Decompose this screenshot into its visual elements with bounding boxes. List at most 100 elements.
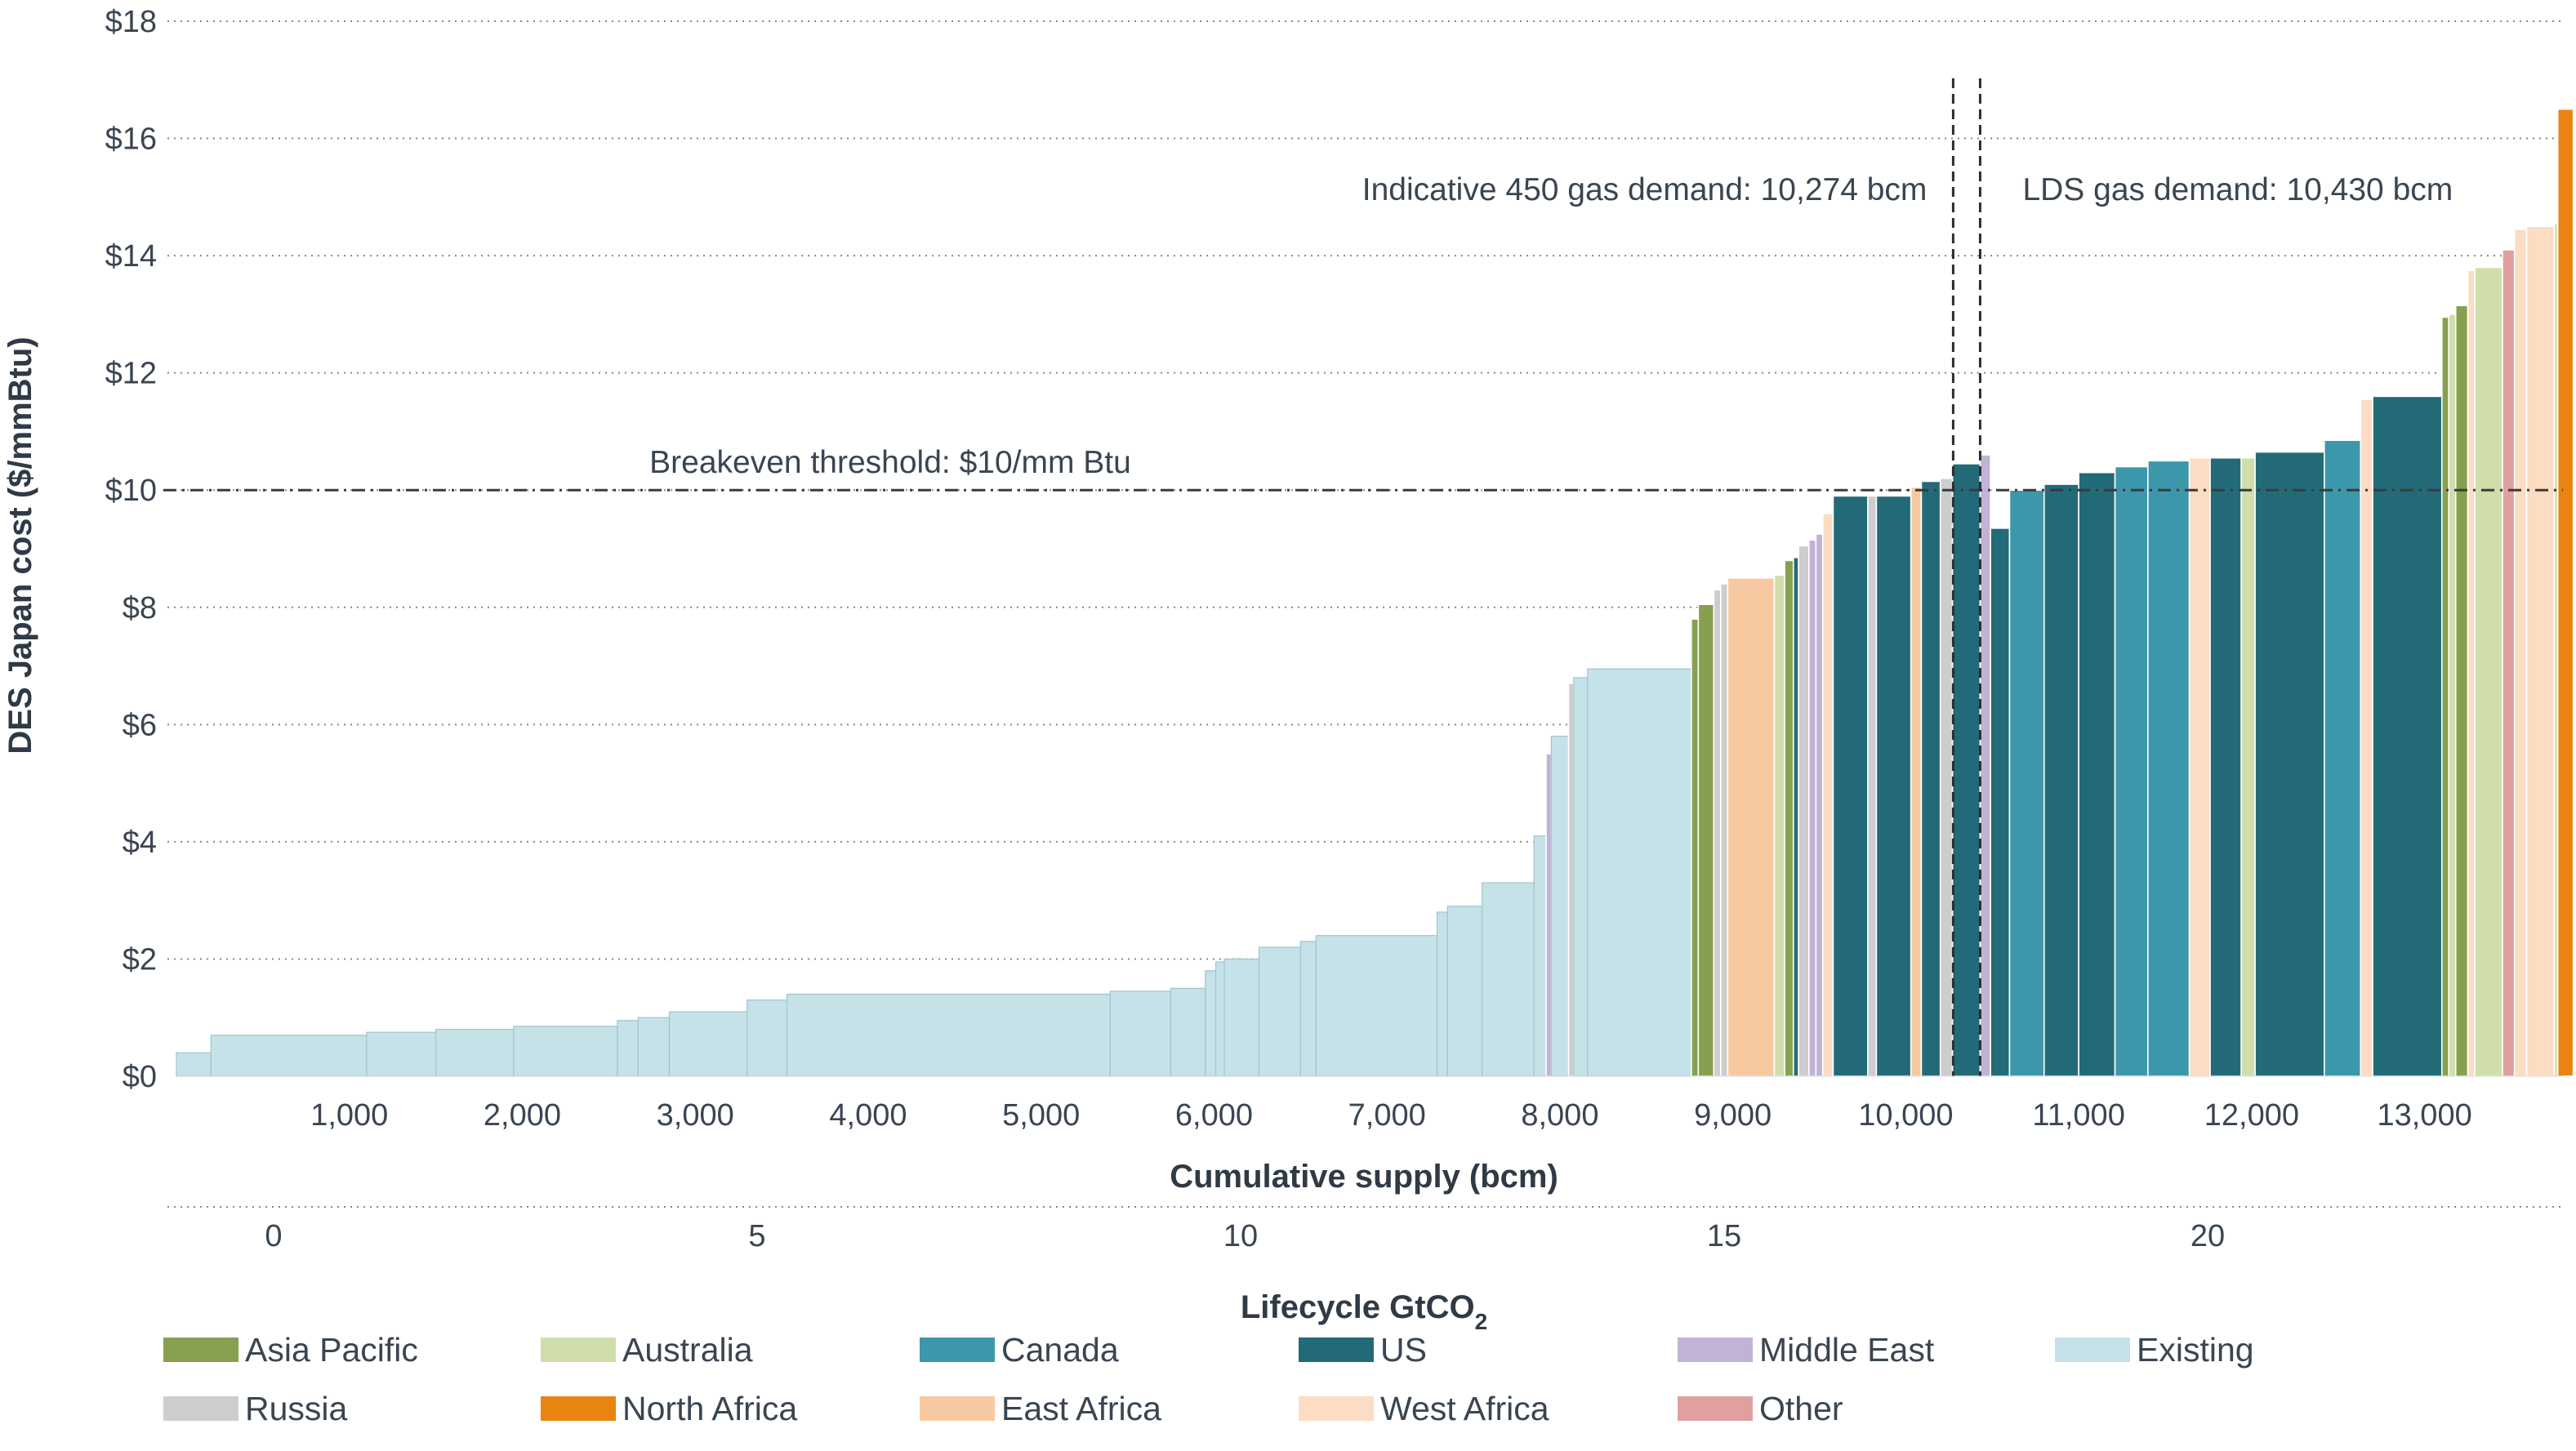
supply-bar-existing: [1482, 882, 1535, 1077]
supply-bar-existing: [1436, 911, 1448, 1077]
supply-bar-existing: [747, 999, 788, 1077]
supply-bar-existing: [1214, 961, 1225, 1077]
secondary-x-axis-title-subscript: 2: [1475, 1309, 1488, 1334]
x-tick-label: 4,000: [829, 1098, 907, 1133]
supply-bar-us: [2209, 456, 2242, 1077]
supply-bar-canada: [2008, 489, 2045, 1077]
x-tick-label: 10,000: [1858, 1098, 1953, 1133]
supply-bar-existing: [1446, 906, 1483, 1077]
y-tick-label: $8: [123, 591, 157, 625]
reference-lines: Breakeven threshold: $10/mm Btu Indicati…: [163, 78, 2563, 1076]
supply-bar-middle-east: [1979, 454, 1991, 1077]
supply-bar-existing: [366, 1031, 437, 1077]
y-tick-label: $14: [105, 239, 157, 274]
secondary-x-axis-title: Lifecycle GtCO2: [1241, 1289, 1487, 1334]
secondary-x-axis: 0 5 10 15 20: [167, 1206, 2563, 1253]
supply-bar-russia: [1939, 478, 1954, 1077]
supply-bar-west-africa: [2525, 225, 2556, 1077]
y-axis-ticks: $0 $2 $4 $6 $8 $10 $12 $14 $16 $18: [105, 5, 157, 1094]
supply-bar-existing: [1205, 970, 1217, 1077]
supply-bar-australia: [1773, 574, 1785, 1077]
supply-bar-existing: [1587, 668, 1692, 1077]
supply-bar-east-africa: [1727, 577, 1776, 1077]
supply-bar-other: [2502, 249, 2516, 1077]
supply-bar-existing: [617, 1020, 639, 1077]
supply-bar-canada: [2147, 460, 2190, 1077]
supply-bar-asia-pacific: [2454, 305, 2469, 1077]
x-tick-label: 2,000: [484, 1098, 561, 1133]
legend-label-asia-pacific: Asia Pacific: [245, 1331, 418, 1369]
x-tick-label: 12,000: [2204, 1098, 2299, 1133]
supply-bar-russia: [1713, 589, 1722, 1077]
legend-swatch-us: [1299, 1338, 1374, 1362]
legend-label-east-africa: East Africa: [1001, 1390, 1161, 1427]
legend-label-australia: Australia: [622, 1331, 753, 1369]
supply-bar-existing: [1315, 935, 1438, 1077]
legend-swatch-west-africa: [1299, 1396, 1374, 1421]
supply-bar-canada: [2114, 465, 2149, 1077]
x2-tick-label: 5: [748, 1219, 765, 1253]
supply-bar-russia: [1798, 545, 1810, 1077]
legend-label-other: Other: [1759, 1390, 1843, 1427]
breakeven-threshold-label: Breakeven threshold: $10/mm Btu: [649, 445, 1131, 480]
x-tick-label: 1,000: [310, 1098, 388, 1133]
supply-bar-us: [2043, 483, 2079, 1077]
x-tick-label: 11,000: [2032, 1098, 2124, 1133]
supply-bar-asia-pacific: [1697, 603, 1715, 1077]
supply-bar-australia: [2474, 266, 2503, 1077]
x2-tick-label: 15: [1707, 1219, 1741, 1253]
y-tick-label: $16: [105, 122, 157, 157]
x-axis-ticks: 1,000 2,000 3,000 4,000 5,000 6,000 7,000 8,000…: [176, 1075, 2563, 1133]
supply-bar-us: [2078, 471, 2116, 1077]
legend-label-existing: Existing: [2137, 1331, 2254, 1369]
supply-bar-us: [1832, 495, 1869, 1077]
supply-bar-russia: [1567, 683, 1575, 1077]
y-tick-label: $0: [123, 1060, 157, 1094]
supply-bar-canada: [2324, 439, 2362, 1077]
bars: [176, 108, 2574, 1077]
supply-bar-existing: [1109, 990, 1172, 1077]
supply-bar-west-africa: [2360, 398, 2373, 1077]
supply-bar-existing: [176, 1052, 212, 1077]
legend-label-middle-east: Middle East: [1759, 1331, 1935, 1369]
legend-swatch-russia: [163, 1396, 238, 1421]
supply-bar-existing: [435, 1028, 515, 1077]
x-tick-label: 3,000: [657, 1098, 734, 1133]
supply-bar-australia: [2240, 456, 2256, 1077]
supply-bar-existing: [1258, 946, 1301, 1077]
supply-bar-us: [1875, 495, 1912, 1077]
supply-bar-existing: [1170, 987, 1206, 1077]
x-axis-title: Cumulative supply (bcm): [1170, 1159, 1558, 1195]
supply-bar-us: [2372, 395, 2443, 1077]
x-tick-label: 7,000: [1348, 1098, 1426, 1133]
supply-bar-existing: [1533, 835, 1547, 1077]
supply-bar-existing: [1223, 958, 1260, 1077]
y-axis-title: DES Japan cost ($/mmBtu): [2, 336, 38, 754]
secondary-x-axis-title-main: Lifecycle GtCO: [1241, 1289, 1475, 1325]
supply-bar-australia: [2448, 314, 2457, 1077]
supply-bar-asia-pacific: [1784, 559, 1794, 1077]
legend-label-west-africa: West Africa: [1380, 1390, 1549, 1427]
supply-bar-west-africa: [2513, 229, 2528, 1077]
legend-swatch-east-africa: [920, 1396, 995, 1421]
y-tick-label: $4: [123, 826, 157, 860]
gridlines: [167, 20, 2563, 960]
supply-bar-middle-east: [1808, 539, 1817, 1077]
x-tick-label: 8,000: [1521, 1098, 1598, 1133]
supply-bar-west-africa: [2467, 269, 2476, 1077]
x2-tick-label: 10: [1223, 1219, 1258, 1253]
x2-tick-label: 20: [2190, 1219, 2225, 1253]
x-tick-label: 5,000: [1002, 1098, 1080, 1133]
x-tick-label: 9,000: [1694, 1098, 1772, 1133]
supply-bar-existing: [1299, 941, 1317, 1077]
legend-swatch-asia-pacific: [163, 1338, 238, 1362]
x-tick-label: 6,000: [1175, 1098, 1253, 1133]
supply-bar-existing: [1550, 736, 1570, 1077]
supply-bar-existing: [637, 1017, 671, 1077]
supply-bar-existing: [210, 1035, 368, 1077]
legend-swatch-australia: [541, 1338, 616, 1362]
x2-tick-label: 0: [265, 1219, 282, 1253]
supply-bar-existing: [513, 1026, 618, 1077]
demand-label-lds: LDS gas demand: 10,430 bcm: [2022, 172, 2453, 207]
